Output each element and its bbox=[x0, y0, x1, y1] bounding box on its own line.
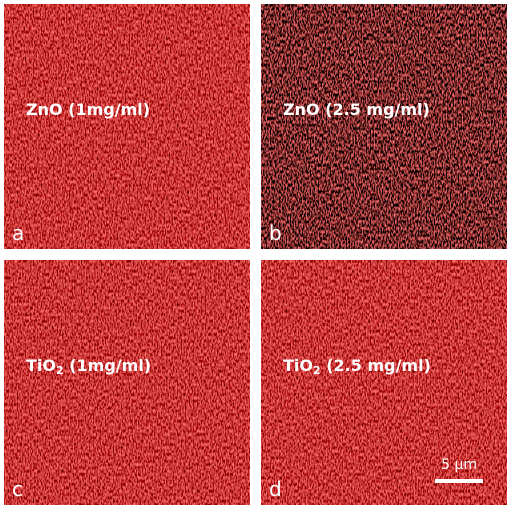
label-part: TiO bbox=[283, 356, 313, 375]
panel-letter: a bbox=[12, 221, 25, 245]
panel-label: ZnO (1mg/ml) bbox=[26, 100, 150, 119]
label-part: ZnO (1mg/ml) bbox=[26, 100, 151, 119]
label-part: TiO bbox=[26, 356, 56, 375]
image-panel: TiO2 (1mg/ml) c bbox=[4, 260, 250, 505]
label-part: ZnO (2.5 mg/ml) bbox=[283, 100, 430, 119]
scale-bar bbox=[435, 479, 483, 483]
image-panel: ZnO (2.5 mg/ml) b bbox=[261, 4, 507, 249]
micrograph bbox=[4, 260, 250, 505]
micrograph bbox=[261, 4, 507, 249]
panel-letter: d bbox=[269, 477, 282, 501]
label-part: (1mg/ml) bbox=[63, 356, 152, 375]
label-part: 2 bbox=[56, 364, 64, 377]
panel-label: ZnO (2.5 mg/ml) bbox=[283, 100, 430, 119]
label-part: (2.5 mg/ml) bbox=[320, 356, 431, 375]
panel-letter: c bbox=[12, 477, 23, 501]
micrograph bbox=[261, 260, 507, 505]
panel-label: TiO2 (1mg/ml) bbox=[26, 356, 151, 377]
label-part: 2 bbox=[313, 364, 321, 377]
panel-label: TiO2 (2.5 mg/ml) bbox=[283, 356, 431, 377]
micrograph bbox=[4, 4, 250, 249]
image-panel: ZnO (1mg/ml) a bbox=[4, 4, 250, 249]
image-panel: TiO2 (2.5 mg/ml) d 5 µm bbox=[261, 260, 507, 505]
scale-bar-label: 5 µm bbox=[441, 457, 477, 473]
panel-letter: b bbox=[269, 221, 282, 245]
